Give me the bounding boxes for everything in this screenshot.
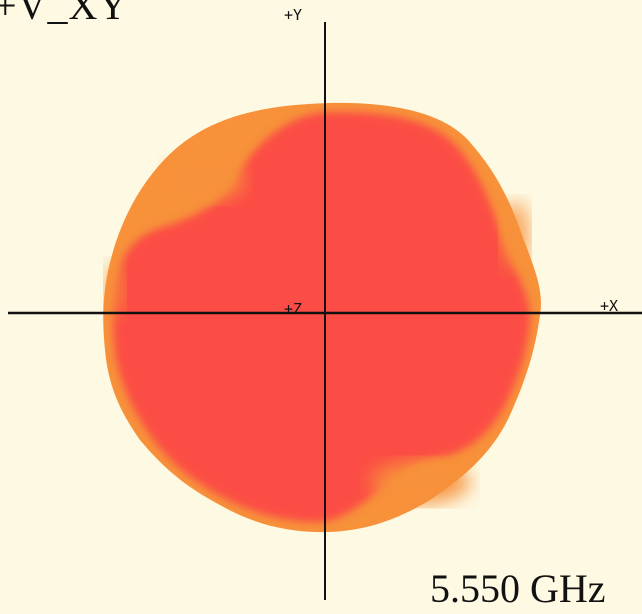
z-axis-label: +Z [284,300,303,318]
pattern-title: +V_XY [0,0,129,28]
lobe-highlight-lower-right [370,460,470,504]
lobe-highlight-upper-left [165,158,245,202]
y-axis-label: +Y [284,6,303,24]
pattern-core [113,112,530,523]
lobe-highlight-right [501,201,529,269]
frequency-label: 5.550 GHz [430,566,606,611]
x-axis-label: +X [600,297,619,315]
lobe-highlight-left [105,262,125,318]
